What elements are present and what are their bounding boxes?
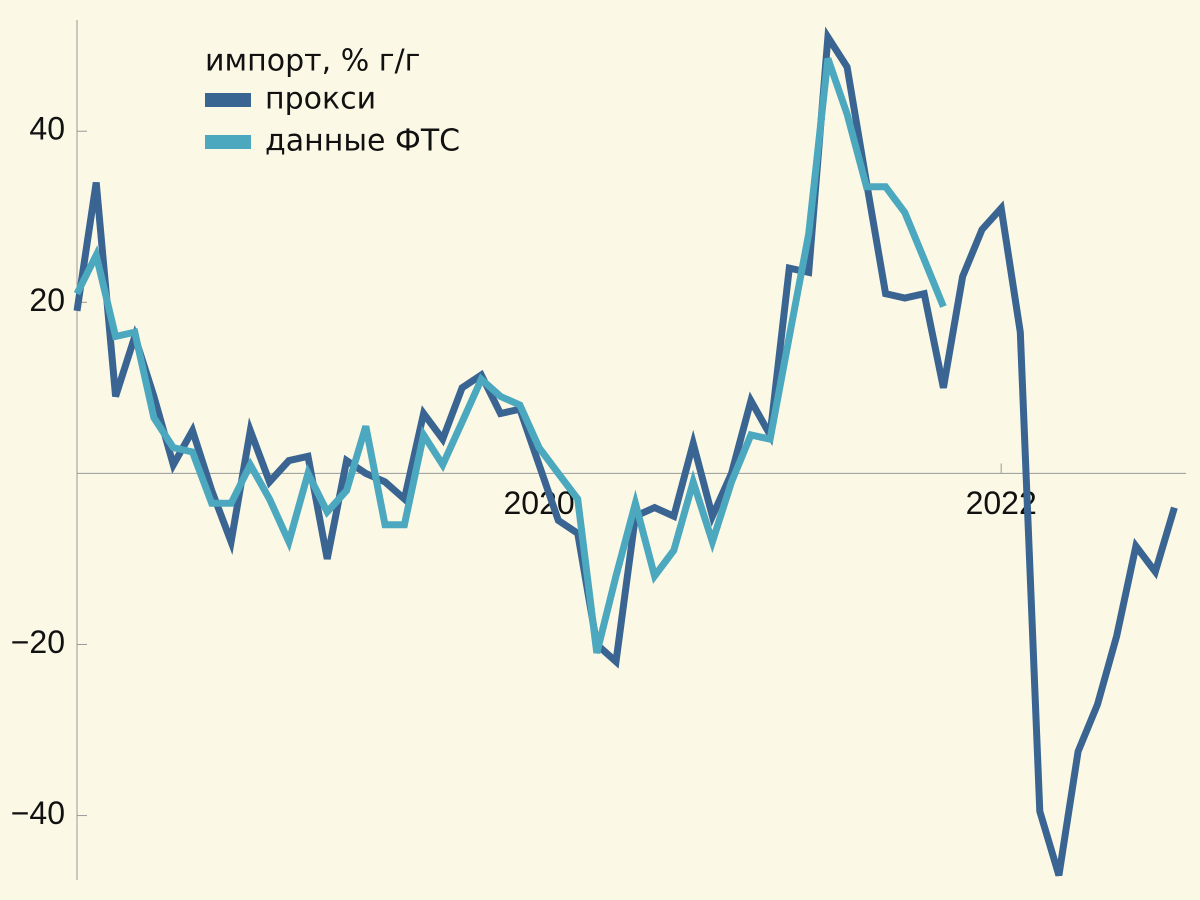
legend-swatch xyxy=(205,135,251,149)
y-tick-label: −20 xyxy=(11,624,65,660)
legend-title: импорт, % г/г xyxy=(205,44,420,79)
legend-swatch xyxy=(205,93,251,107)
y-tick-label: 20 xyxy=(29,282,65,318)
legend-label: прокси xyxy=(265,82,376,117)
legend-label: данные ФТС xyxy=(265,124,460,159)
x-tick-label: 2020 xyxy=(503,485,574,521)
series-line xyxy=(73,57,947,654)
y-tick-label: 40 xyxy=(29,111,65,147)
series-line xyxy=(73,26,1178,877)
y-tick-label: −40 xyxy=(11,795,65,831)
